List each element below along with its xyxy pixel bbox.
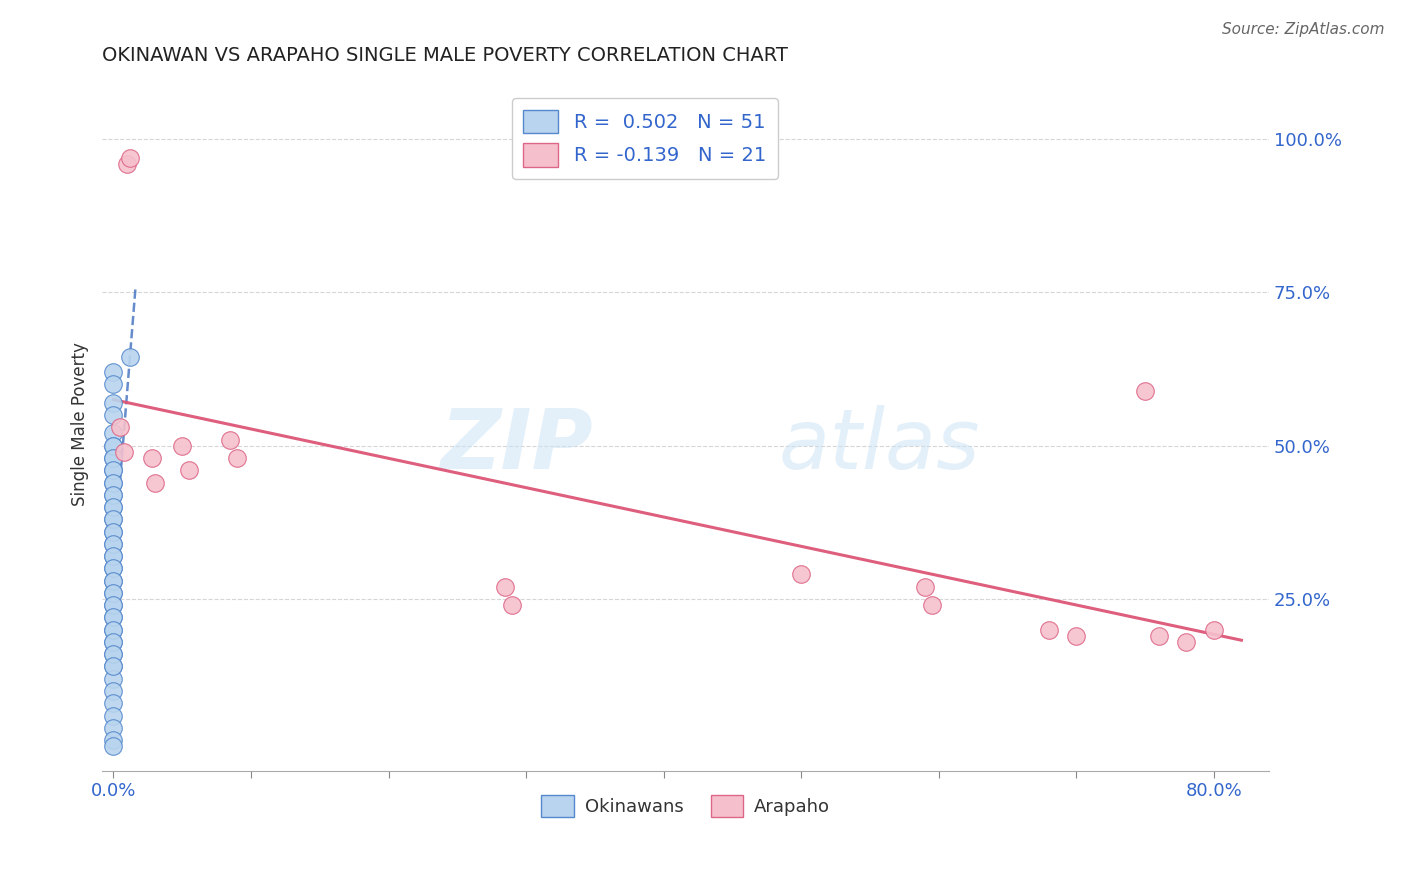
Point — [103, 598, 125, 612]
Point — [103, 586, 125, 600]
Point — [103, 739, 125, 754]
Point — [143, 475, 166, 490]
Point — [103, 488, 125, 502]
Point — [103, 561, 125, 575]
Point — [103, 721, 125, 735]
Point — [110, 420, 132, 434]
Point — [103, 659, 125, 673]
Point — [103, 586, 125, 600]
Point — [115, 157, 138, 171]
Point — [103, 696, 125, 710]
Text: ZIP: ZIP — [440, 405, 592, 485]
Point — [103, 623, 125, 637]
Point — [103, 561, 125, 575]
Point — [103, 408, 125, 422]
Point — [103, 524, 125, 539]
Y-axis label: Single Male Poverty: Single Male Poverty — [72, 343, 89, 507]
Point — [103, 463, 125, 477]
Point — [103, 450, 125, 465]
Point — [103, 512, 125, 526]
Point — [103, 439, 125, 453]
Point — [103, 524, 125, 539]
Point — [1202, 623, 1225, 637]
Point — [103, 610, 125, 624]
Point — [1175, 635, 1198, 649]
Point — [103, 549, 125, 563]
Point — [103, 537, 125, 551]
Text: Source: ZipAtlas.com: Source: ZipAtlas.com — [1222, 22, 1385, 37]
Point — [921, 598, 943, 612]
Text: OKINAWAN VS ARAPAHO SINGLE MALE POVERTY CORRELATION CHART: OKINAWAN VS ARAPAHO SINGLE MALE POVERTY … — [103, 46, 789, 65]
Point — [103, 733, 125, 747]
Point — [103, 500, 125, 514]
Point — [103, 684, 125, 698]
Point — [103, 672, 125, 686]
Point — [103, 708, 125, 723]
Text: atlas: atlas — [779, 405, 980, 485]
Point — [914, 580, 936, 594]
Point — [118, 151, 141, 165]
Point — [118, 350, 141, 364]
Point — [172, 439, 194, 453]
Point — [103, 426, 125, 441]
Point — [103, 500, 125, 514]
Point — [103, 635, 125, 649]
Point — [103, 439, 125, 453]
Point — [103, 635, 125, 649]
Point — [103, 512, 125, 526]
Point — [103, 475, 125, 490]
Point — [1066, 629, 1088, 643]
Legend: Okinawans, Arapaho: Okinawans, Arapaho — [534, 788, 837, 824]
Point — [103, 450, 125, 465]
Point — [103, 365, 125, 379]
Point — [103, 598, 125, 612]
Point — [141, 450, 163, 465]
Point — [1038, 623, 1060, 637]
Point — [103, 475, 125, 490]
Point — [103, 396, 125, 410]
Point — [103, 574, 125, 588]
Point — [103, 537, 125, 551]
Point — [103, 463, 125, 477]
Point — [103, 488, 125, 502]
Point — [103, 623, 125, 637]
Point — [790, 567, 813, 582]
Point — [226, 450, 249, 465]
Point — [501, 598, 523, 612]
Point — [1133, 384, 1156, 398]
Point — [495, 580, 517, 594]
Point — [1147, 629, 1170, 643]
Point — [103, 647, 125, 661]
Point — [114, 445, 136, 459]
Point — [103, 659, 125, 673]
Point — [103, 610, 125, 624]
Point — [103, 549, 125, 563]
Point — [103, 647, 125, 661]
Point — [103, 377, 125, 392]
Point — [177, 463, 200, 477]
Point — [219, 433, 242, 447]
Point — [103, 574, 125, 588]
